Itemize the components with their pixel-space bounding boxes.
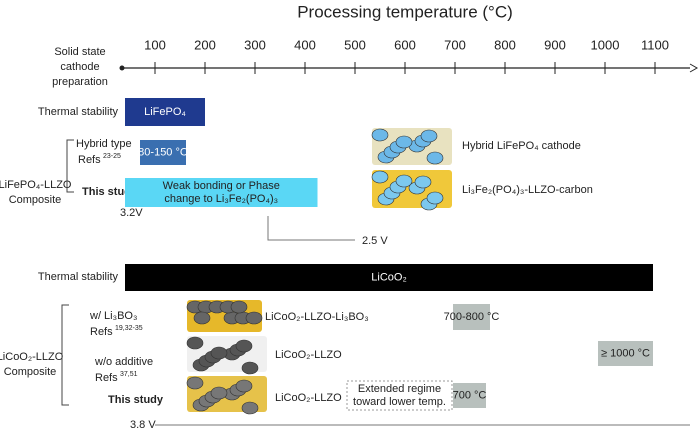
range-bar — [140, 140, 186, 165]
label: Refs — [90, 326, 113, 338]
bracket — [66, 139, 74, 193]
particle — [186, 376, 204, 390]
label: 300 — [244, 37, 266, 52]
label: This study — [82, 186, 138, 198]
label: 1000 — [591, 37, 620, 52]
bracket — [61, 304, 69, 406]
label: 100 — [144, 37, 166, 52]
label: LiCoO₂-LLZO — [275, 349, 342, 361]
illustration — [186, 336, 267, 375]
range-bar — [125, 178, 318, 207]
particle — [193, 311, 211, 325]
label: LiCoO₂-LLZO-Li₃BO₃ — [265, 311, 369, 323]
label: Hybrid type — [76, 138, 132, 150]
particle — [230, 300, 248, 314]
particle — [241, 401, 259, 415]
label: 3.8 V — [130, 419, 156, 431]
label: LiCoO₂-LLZO — [0, 351, 64, 363]
label: LiCoO₂ — [371, 271, 406, 283]
label: Composite — [9, 194, 62, 206]
label: Hybrid LiFePO₄ cathode — [462, 140, 581, 152]
range-bar — [453, 304, 490, 330]
label: Refs — [78, 154, 101, 166]
label: preparation — [52, 76, 108, 88]
particle — [245, 311, 263, 325]
label: change to Li₃Fe₂(PO₄)₃ — [164, 193, 278, 205]
label: Thermal stability — [38, 106, 119, 118]
label: 37,51 — [120, 371, 138, 378]
label: Solid state — [54, 46, 105, 58]
particle — [235, 339, 253, 353]
label: Composite — [4, 366, 57, 378]
label: 19,32-35 — [115, 325, 143, 332]
particle — [371, 128, 389, 142]
label: 400 — [294, 37, 316, 52]
label: 80-150 °C — [138, 146, 188, 158]
illustration — [371, 170, 452, 211]
range-bar — [453, 383, 486, 408]
label: Weak bonding or Phase — [163, 180, 280, 192]
particle — [210, 386, 228, 400]
range-bar — [598, 341, 653, 366]
label: 2.5 V — [362, 235, 388, 247]
label: w/o additive — [94, 356, 153, 368]
label: 23-25 — [103, 153, 121, 160]
particle — [371, 170, 389, 184]
axis-origin — [119, 65, 125, 71]
label: Refs — [95, 372, 118, 384]
label: 700 — [444, 37, 466, 52]
label: 900 — [544, 37, 566, 52]
particle — [414, 175, 432, 189]
illustration — [186, 300, 263, 332]
regime-box — [346, 380, 453, 411]
label: 700 °C — [453, 389, 487, 401]
particle — [210, 346, 228, 360]
label: toward lower temp. — [353, 396, 446, 408]
label: Li₃Fe₂(PO₄)₃-LLZO-carbon — [462, 184, 593, 196]
particle — [186, 336, 204, 350]
label: 600 — [394, 37, 416, 52]
illustration — [186, 376, 267, 415]
particle — [426, 191, 444, 205]
label: LiFePO₄-LLZO — [0, 179, 72, 191]
particle — [395, 174, 413, 188]
particle — [395, 135, 413, 149]
label: w/ Li₃BO₃ — [89, 310, 137, 322]
label: 1100 — [641, 37, 669, 52]
particle — [241, 361, 259, 375]
range-bar — [125, 264, 653, 291]
label: Thermal stability — [38, 271, 119, 283]
label: LiFePO₄ — [144, 106, 186, 118]
illustration — [371, 128, 452, 165]
label: Processing temperature (°C) — [297, 2, 513, 21]
label: 3.2V — [120, 207, 143, 219]
voltage-line — [267, 216, 355, 241]
label: This study — [108, 394, 164, 406]
particle — [426, 151, 444, 165]
particle — [420, 129, 438, 143]
label: ≥ 1000 °C — [601, 347, 650, 359]
label: 700-800 °C — [444, 311, 500, 323]
label: 200 — [194, 37, 216, 52]
label: cathode — [60, 61, 99, 73]
range-bar — [125, 98, 205, 126]
label: 800 — [494, 37, 516, 52]
label: 500 — [344, 37, 366, 52]
label: Extended regime — [358, 383, 441, 395]
label: LiCoO₂-LLZO — [275, 392, 342, 404]
axis-arrow — [689, 63, 699, 73]
particle — [235, 379, 253, 393]
